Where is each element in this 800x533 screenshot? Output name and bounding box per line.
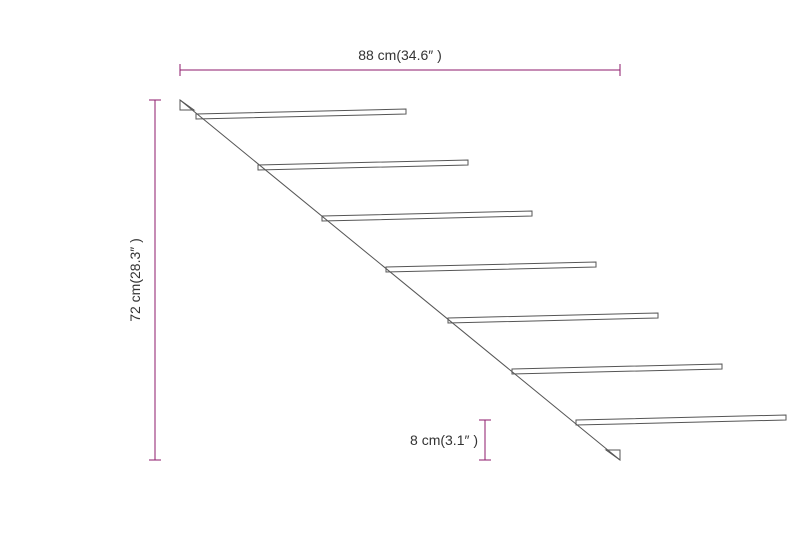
diagonal-rail	[180, 100, 620, 460]
height-dimension: 72 cm(28.3″ )	[127, 100, 161, 460]
bottom-bracket	[606, 450, 620, 460]
step-1	[196, 109, 406, 119]
step-height-dimension: 8 cm(3.1″ )	[410, 420, 491, 460]
step-5	[448, 313, 658, 323]
step-6	[512, 364, 722, 374]
width-dimension: 88 cm(34.6″ )	[0, 0, 620, 76]
height-dim-label: 72 cm(28.3″ )	[127, 238, 143, 322]
width-dim-label: 88 cm(34.6″ )	[358, 47, 442, 63]
stair-drawing	[180, 100, 786, 460]
step-4	[386, 262, 596, 272]
step-7	[576, 415, 786, 425]
top-bracket	[180, 100, 194, 110]
step-3	[322, 211, 532, 221]
dimension-diagram: 88 cm(34.6″ ) 72 cm(28.3″ ) 8 cm(3.1″ )	[0, 0, 800, 533]
step-height-dim-label: 8 cm(3.1″ )	[410, 432, 478, 448]
step-2	[258, 160, 468, 170]
